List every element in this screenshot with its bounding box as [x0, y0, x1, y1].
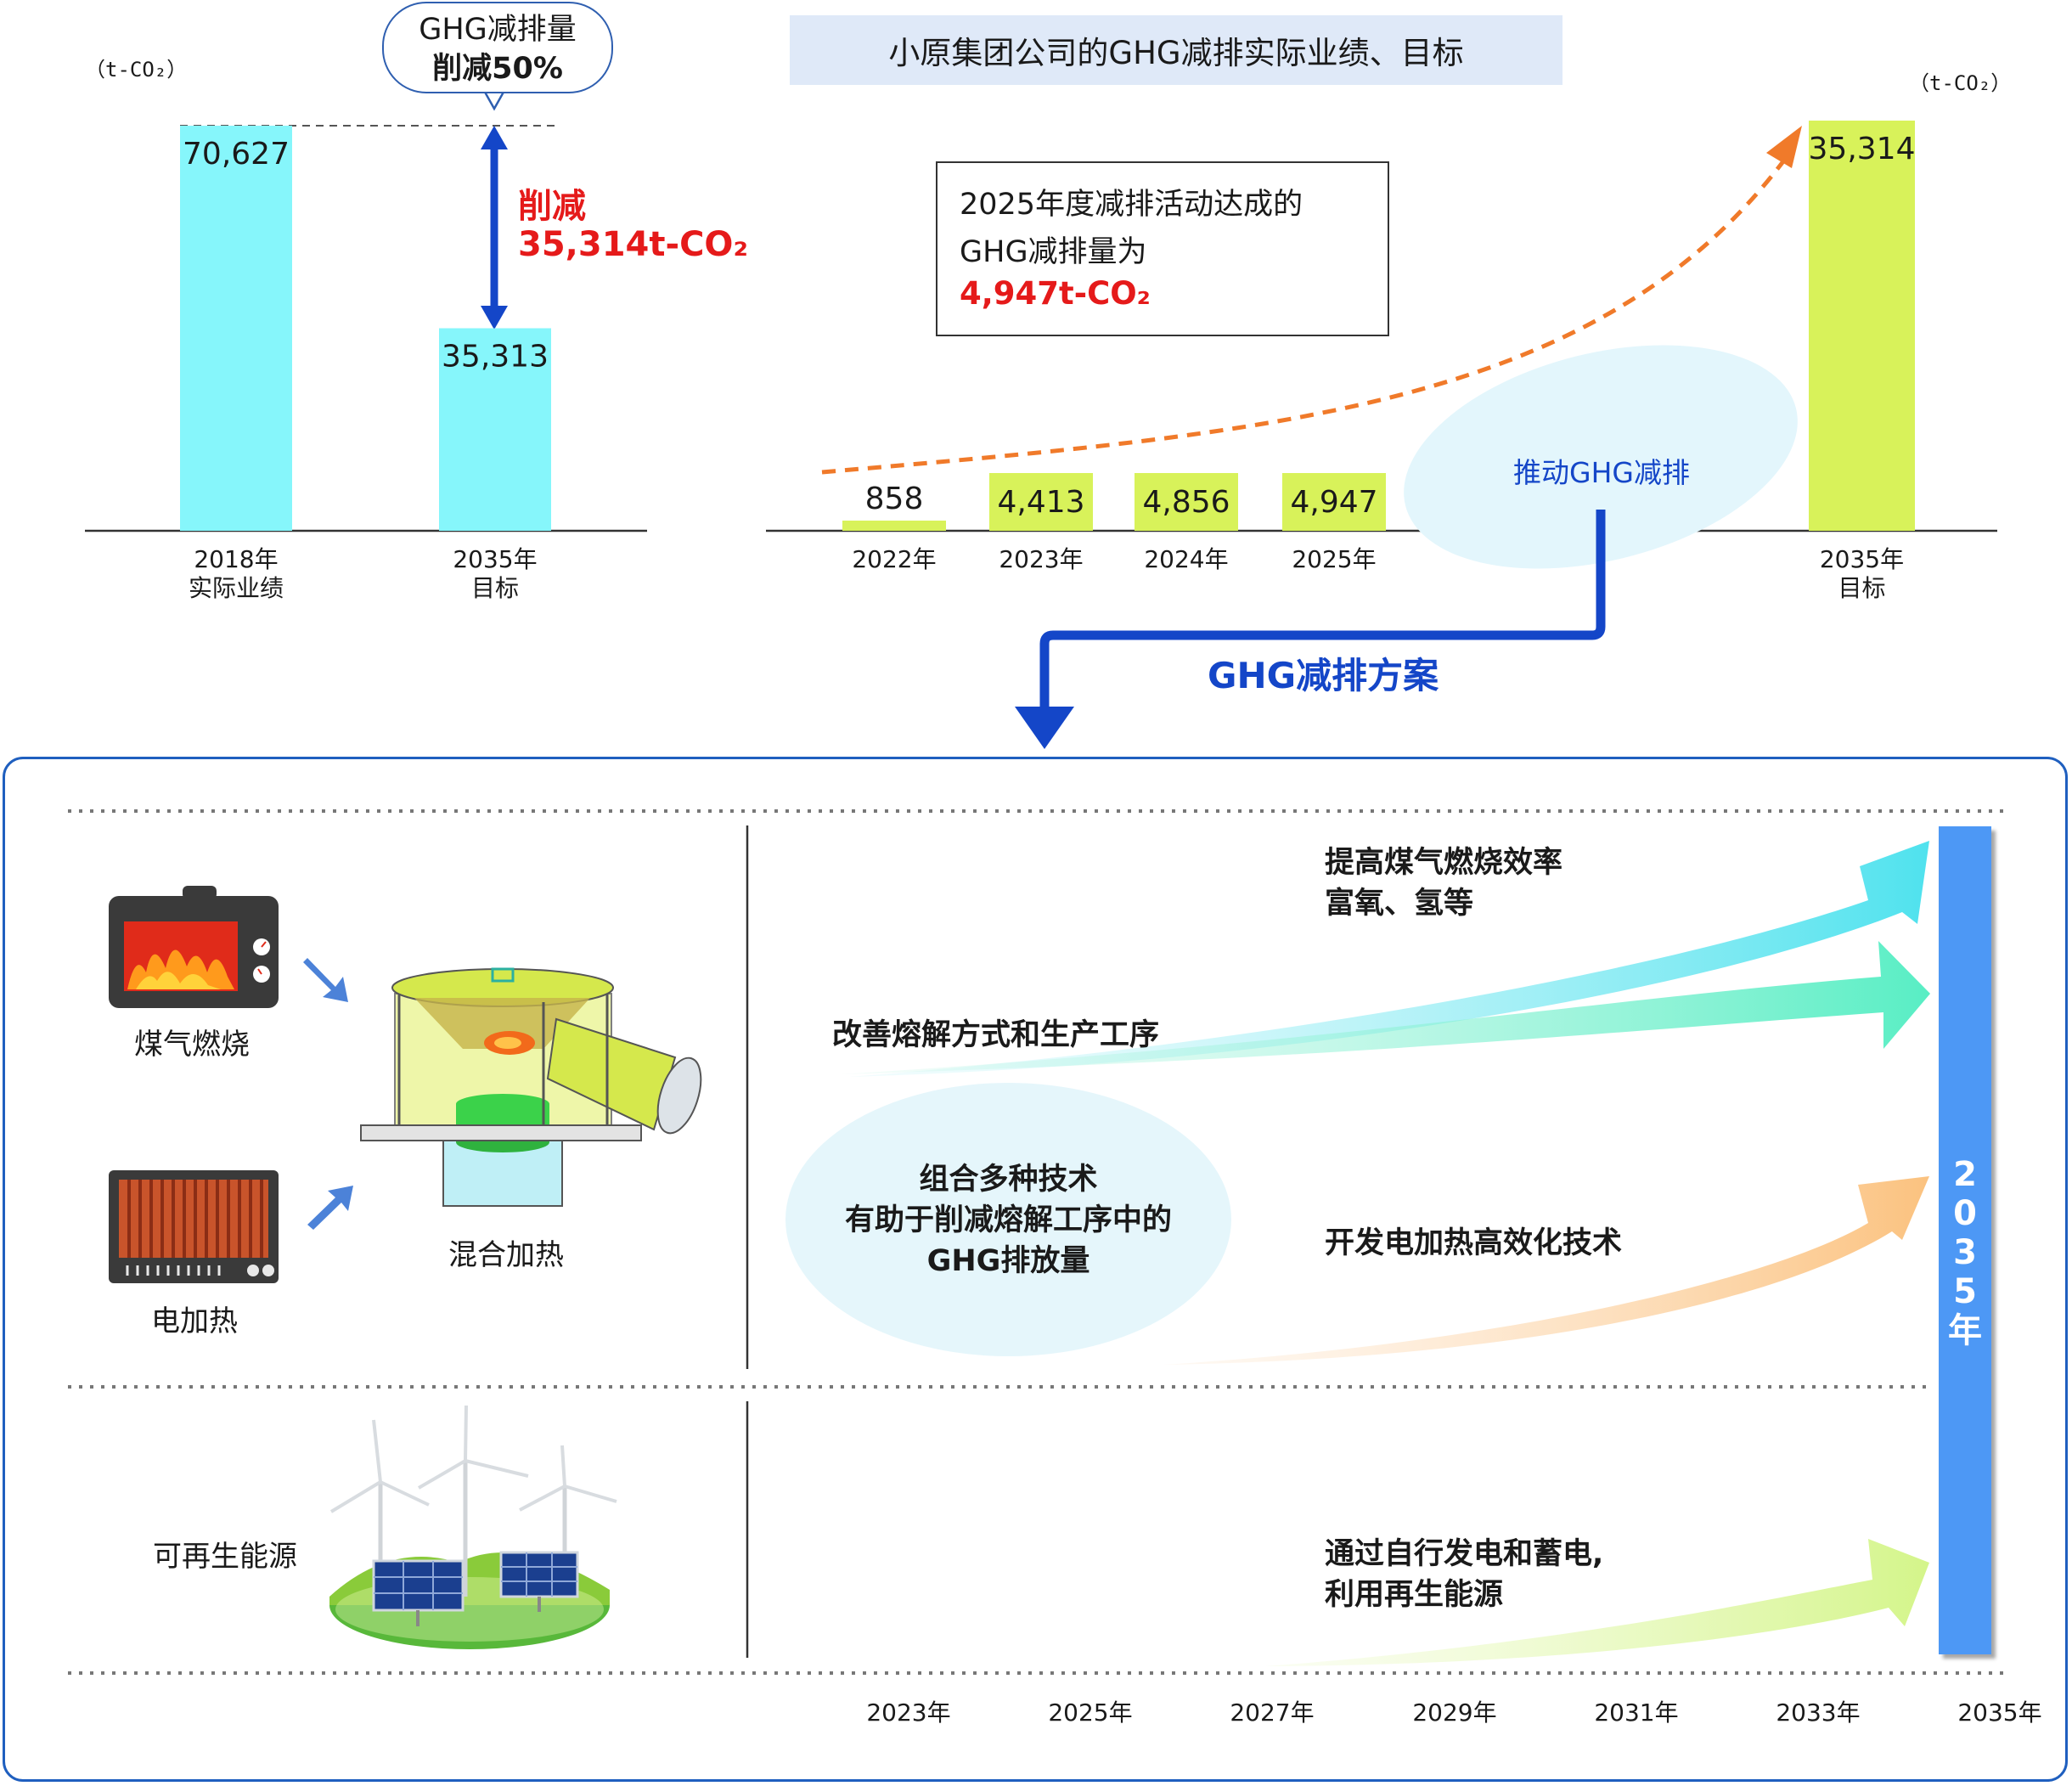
electric-label: 电加热 — [151, 1304, 238, 1338]
arrow-label-4b: 利用再生能源 — [1325, 1578, 1504, 1612]
right-bar — [1135, 473, 1238, 531]
arrow-label-1a: 提高煤气燃烧效率 — [1325, 846, 1563, 880]
result-line-1: 2025年度减排活动达成的 — [960, 188, 1303, 222]
timeline-tick-label: 2027年 — [1230, 1699, 1315, 1727]
result-box: 2025年度减排活动达成的 GHG减排量为 4,947t-CO₂ — [936, 161, 1389, 336]
right-bar-value: 858 — [865, 482, 924, 516]
timeline-tick-label: 2029年 — [1412, 1699, 1497, 1727]
target-year-char: 0 — [1953, 1194, 1977, 1233]
left-bar-value: 70,627 — [183, 137, 290, 172]
reduce-label: 削减 — [518, 187, 586, 226]
timeline-tick-label: 2033年 — [1776, 1699, 1861, 1727]
arrow-label-4a: 通过自行发电和蓄电, — [1325, 1537, 1604, 1571]
right-unit-label: （t-CO₂） — [1909, 71, 2012, 95]
arrow-label-renewable: 通过自行发电和蓄电, 利用再生能源 — [1325, 1534, 1603, 1615]
target-year-char: 5 — [1953, 1272, 1977, 1311]
trend-arrow — [821, 126, 1802, 475]
left-bar-sub: 实际业绩 — [189, 574, 284, 602]
coal-label: 煤气燃烧 — [134, 1028, 250, 1062]
push-ellipse — [1404, 345, 1798, 569]
left-bar-value: 35,313 — [442, 340, 549, 375]
hybrid-furnace-icon — [360, 967, 702, 1207]
right-bar-value: 35,314 — [1809, 132, 1916, 166]
timeline-tick-label: 2035年 — [1957, 1699, 2042, 1727]
arrow-label-1b: 富氧、氢等 — [1325, 887, 1474, 921]
arrow-melting-process — [841, 941, 1930, 1074]
right-bar-value: 4,947 — [1290, 485, 1377, 520]
left-bar-sub: 目标 — [471, 574, 519, 602]
arrow-electric-heating — [1163, 1176, 1929, 1365]
electric-heater-icon — [109, 1170, 279, 1283]
bubble-line-2: 削减50% — [432, 52, 563, 86]
plan-connector-arrow — [1015, 510, 1606, 749]
right-bar-year: 2025年 — [1292, 545, 1376, 573]
right-bar — [1809, 121, 1915, 531]
left-bar-year: 2018年 — [194, 545, 278, 573]
hybrid-label: 混合加热 — [448, 1238, 564, 1272]
coal-furnace-icon — [109, 886, 279, 1008]
oval-line-2: 有助于削减熔解工序中的 — [844, 1203, 1172, 1237]
arrow-renewable — [1265, 1539, 1929, 1666]
push-label: 推动GHG减排 — [1513, 456, 1690, 489]
right-bar-year: 2024年 — [1144, 545, 1228, 573]
renewable-label: 可再生能源 — [153, 1540, 297, 1574]
timeline-tick-label: 2025年 — [1048, 1699, 1133, 1727]
reduction-bubble: GHG减排量 削减50% — [382, 2, 613, 93]
left-bar-year: 2035年 — [453, 545, 537, 573]
left-unit-label: （t-CO₂） — [85, 58, 188, 82]
left-bar — [180, 126, 292, 531]
oval-line-3: GHG排放量 — [926, 1244, 1090, 1278]
renewable-energy-icon — [329, 1405, 617, 1649]
reduce-value: 35,314t-CO₂ — [518, 225, 748, 264]
target-year-char: 年 — [1948, 1311, 1982, 1350]
right-bar-year: 2035年 — [1820, 545, 1904, 573]
solar-panel — [372, 1559, 465, 1626]
right-bar-value: 4,856 — [1142, 485, 1230, 520]
right-bar — [989, 473, 1093, 531]
right-bar-value: 4,413 — [997, 485, 1084, 520]
right-bar-year: 2022年 — [852, 545, 936, 573]
target-year-char: 3 — [1953, 1233, 1977, 1272]
arrow-label-combustion: 提高煤气燃烧效率 富氧、氢等 — [1325, 842, 1562, 924]
timeline-tick-label: 2031年 — [1594, 1699, 1679, 1727]
right-bar-year: 2023年 — [999, 545, 1083, 573]
arrow-small-2 — [307, 1186, 353, 1230]
combination-text: 组合多种技术 有助于削减熔解工序中的 GHG排放量 — [785, 1159, 1231, 1282]
right-bar — [1282, 473, 1386, 531]
target-year-char: 2 — [1953, 1155, 1977, 1194]
result-value: 4,947t-CO₂ — [960, 275, 1151, 312]
combination-oval — [785, 1083, 1231, 1356]
result-line-2: GHG减排量为 — [960, 235, 1147, 269]
timeline-tick-label: 2023年 — [866, 1699, 951, 1727]
left-bar — [439, 328, 551, 531]
plan-label: GHG减排方案 — [1208, 655, 1439, 696]
bubble-line-1: GHG减排量 — [419, 13, 577, 47]
arrow-label-electric: 开发电加热高效化技术 — [1325, 1226, 1623, 1260]
target-year-bar — [1939, 826, 1991, 1654]
reduction-double-arrow — [481, 126, 508, 330]
oval-line-1: 组合多种技术 — [919, 1163, 1098, 1197]
right-bar — [842, 521, 946, 531]
right-bar-sub: 目标 — [1838, 574, 1885, 602]
solar-panel — [499, 1551, 579, 1612]
arrow-label-melting: 改善熔解方式和生产工序 — [832, 1018, 1160, 1052]
page-title: 小原集团公司的GHG减排实际业绩、目标 — [790, 15, 1562, 85]
arrow-small-1 — [303, 958, 348, 1002]
plan-frame — [3, 757, 2068, 1782]
